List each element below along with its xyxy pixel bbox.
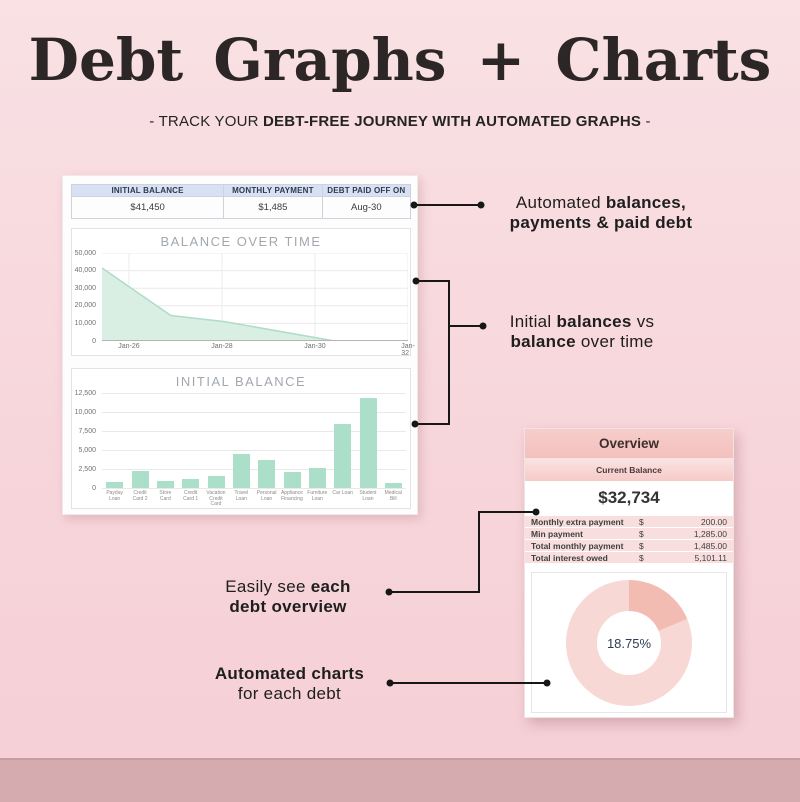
overview-panel: Overview Current Balance $32,734 Monthly… bbox=[524, 428, 734, 718]
connector-dot bbox=[411, 420, 419, 428]
bar-0 bbox=[106, 481, 124, 488]
connector-dot bbox=[385, 588, 393, 596]
row-label: Total monthly payment bbox=[531, 540, 624, 551]
initial-balance-title: INITIAL BALANCE bbox=[175, 374, 307, 389]
current-balance-value: $32,734 bbox=[598, 487, 660, 507]
overview-row-extra-payment: Monthly extra payment $ 200.00 bbox=[525, 516, 733, 528]
row-value: 1,285.00 bbox=[693, 528, 727, 539]
row-value: 5,101.11 bbox=[694, 552, 727, 563]
annotation-automated-charts: Automated charts for each debt bbox=[214, 664, 365, 703]
connector-line bbox=[478, 511, 536, 513]
overview-row-total-monthly: Total monthly payment $ 1,485.00 bbox=[525, 540, 733, 552]
value-debt-paid-off: Aug-30 bbox=[321, 196, 412, 219]
bar-5 bbox=[232, 453, 250, 488]
bar-8 bbox=[308, 467, 326, 488]
connector-dot bbox=[543, 679, 551, 687]
bar-1 bbox=[131, 470, 149, 488]
connector-dot bbox=[477, 201, 485, 209]
subtitle-post: - bbox=[641, 113, 651, 130]
bar-2 bbox=[156, 480, 174, 488]
initial-balance-chart: INITIAL BALANCE 0 2,500 5,000 7,500 10,000 12… bbox=[71, 368, 411, 509]
donut-center-label: 18.75% bbox=[597, 611, 661, 675]
row-currency: $ bbox=[639, 528, 644, 539]
bar-4 bbox=[207, 476, 225, 488]
connector-line bbox=[478, 511, 480, 593]
overview-row-total-interest: Total interest owed $ 5,101.11 bbox=[525, 552, 733, 564]
annotation-initial-vs-balance: Initial balances vs balance over time bbox=[509, 312, 655, 351]
overview-rows: Monthly extra payment $ 200.00 Min payme… bbox=[525, 516, 733, 564]
row-currency: $ bbox=[639, 540, 644, 551]
bar-chart-y-axis: 0 2,500 5,000 7,500 10,000 12,500 bbox=[74, 389, 96, 492]
bar-chart-plot bbox=[102, 393, 406, 489]
connector-line bbox=[448, 325, 483, 327]
debt-donut-chart-box: 18.75% bbox=[531, 572, 727, 713]
page-subtitle: - TRACK YOUR DEBT-FREE JOURNEY WITH AUTO… bbox=[0, 113, 800, 130]
connector-line bbox=[448, 280, 450, 425]
bar-3 bbox=[182, 479, 200, 488]
row-label: Total interest owed bbox=[531, 552, 608, 563]
overview-header: Overview bbox=[525, 429, 733, 458]
value-initial-balance: $41,450 bbox=[70, 196, 225, 219]
connector-line bbox=[414, 204, 481, 206]
annotation-automated-balances: Automated balances, payments & paid debt bbox=[509, 193, 693, 232]
bar-6 bbox=[258, 459, 276, 488]
row-value: 200.00 bbox=[701, 516, 727, 527]
summary-table-header-row: INITIAL BALANCE MONTHLY PAYMENT DEBT PAI… bbox=[70, 184, 412, 197]
row-label: Monthly extra payment bbox=[531, 516, 624, 527]
row-currency: $ bbox=[639, 552, 644, 563]
balance-over-time-chart: BALANCE OVER TIME 0 10,000 20,000 30,000 40,… bbox=[71, 228, 415, 357]
bar-11 bbox=[384, 483, 402, 488]
current-balance-label: Current Balance bbox=[525, 458, 733, 481]
connector-dot bbox=[386, 679, 394, 687]
bar-7 bbox=[283, 472, 301, 488]
bar-10 bbox=[359, 397, 377, 488]
connector-line bbox=[416, 280, 450, 282]
bar-9 bbox=[334, 424, 352, 488]
connector-dot bbox=[479, 322, 487, 330]
header-initial-balance: INITIAL BALANCE bbox=[70, 184, 225, 197]
row-value: 1,485.00 bbox=[693, 540, 727, 551]
header-debt-paid-off: DEBT PAID OFF ON bbox=[321, 184, 412, 197]
bottom-band bbox=[0, 758, 800, 802]
connector-dot bbox=[412, 277, 420, 285]
area-chart-y-axis: 0 10,000 20,000 30,000 40,000 50,000 bbox=[74, 249, 96, 345]
annotation-debt-overview: Easily see each debt overview bbox=[225, 577, 351, 616]
bar-chart-x-axis: Payday Loan Credit Card 2 Store Card Credit… bbox=[106, 490, 402, 507]
connector-line bbox=[415, 423, 449, 425]
area-chart-x-axis: Jan-26 Jan-28 Jan-30 Jan-32 bbox=[118, 343, 415, 357]
connector-line bbox=[390, 682, 547, 684]
subtitle-bold: DEBT-FREE JOURNEY WITH AUTOMATED GRAPHS bbox=[263, 113, 642, 130]
area-chart-plot bbox=[101, 252, 409, 342]
page-title: Debt Graphs + Charts bbox=[28, 26, 772, 94]
balance-over-time-title: BALANCE OVER TIME bbox=[160, 234, 322, 249]
overview-row-min-payment: Min payment $ 1,285.00 bbox=[525, 528, 733, 540]
connector-line bbox=[389, 591, 480, 593]
header-monthly-payment: MONTHLY PAYMENT bbox=[223, 184, 323, 197]
value-monthly-payment: $1,485 bbox=[223, 196, 323, 219]
summary-table: INITIAL BALANCE MONTHLY PAYMENT DEBT PAI… bbox=[70, 184, 412, 219]
row-label: Min payment bbox=[531, 528, 583, 539]
spreadsheet-panel: INITIAL BALANCE MONTHLY PAYMENT DEBT PAI… bbox=[62, 175, 418, 515]
donut-chart: 18.75% bbox=[566, 580, 692, 706]
subtitle-pre: - TRACK YOUR bbox=[149, 113, 264, 130]
connector-dot bbox=[410, 201, 418, 209]
connector-dot bbox=[532, 508, 540, 516]
row-currency: $ bbox=[639, 516, 644, 527]
summary-table-value-row: $41,450 $1,485 Aug-30 bbox=[70, 196, 412, 219]
